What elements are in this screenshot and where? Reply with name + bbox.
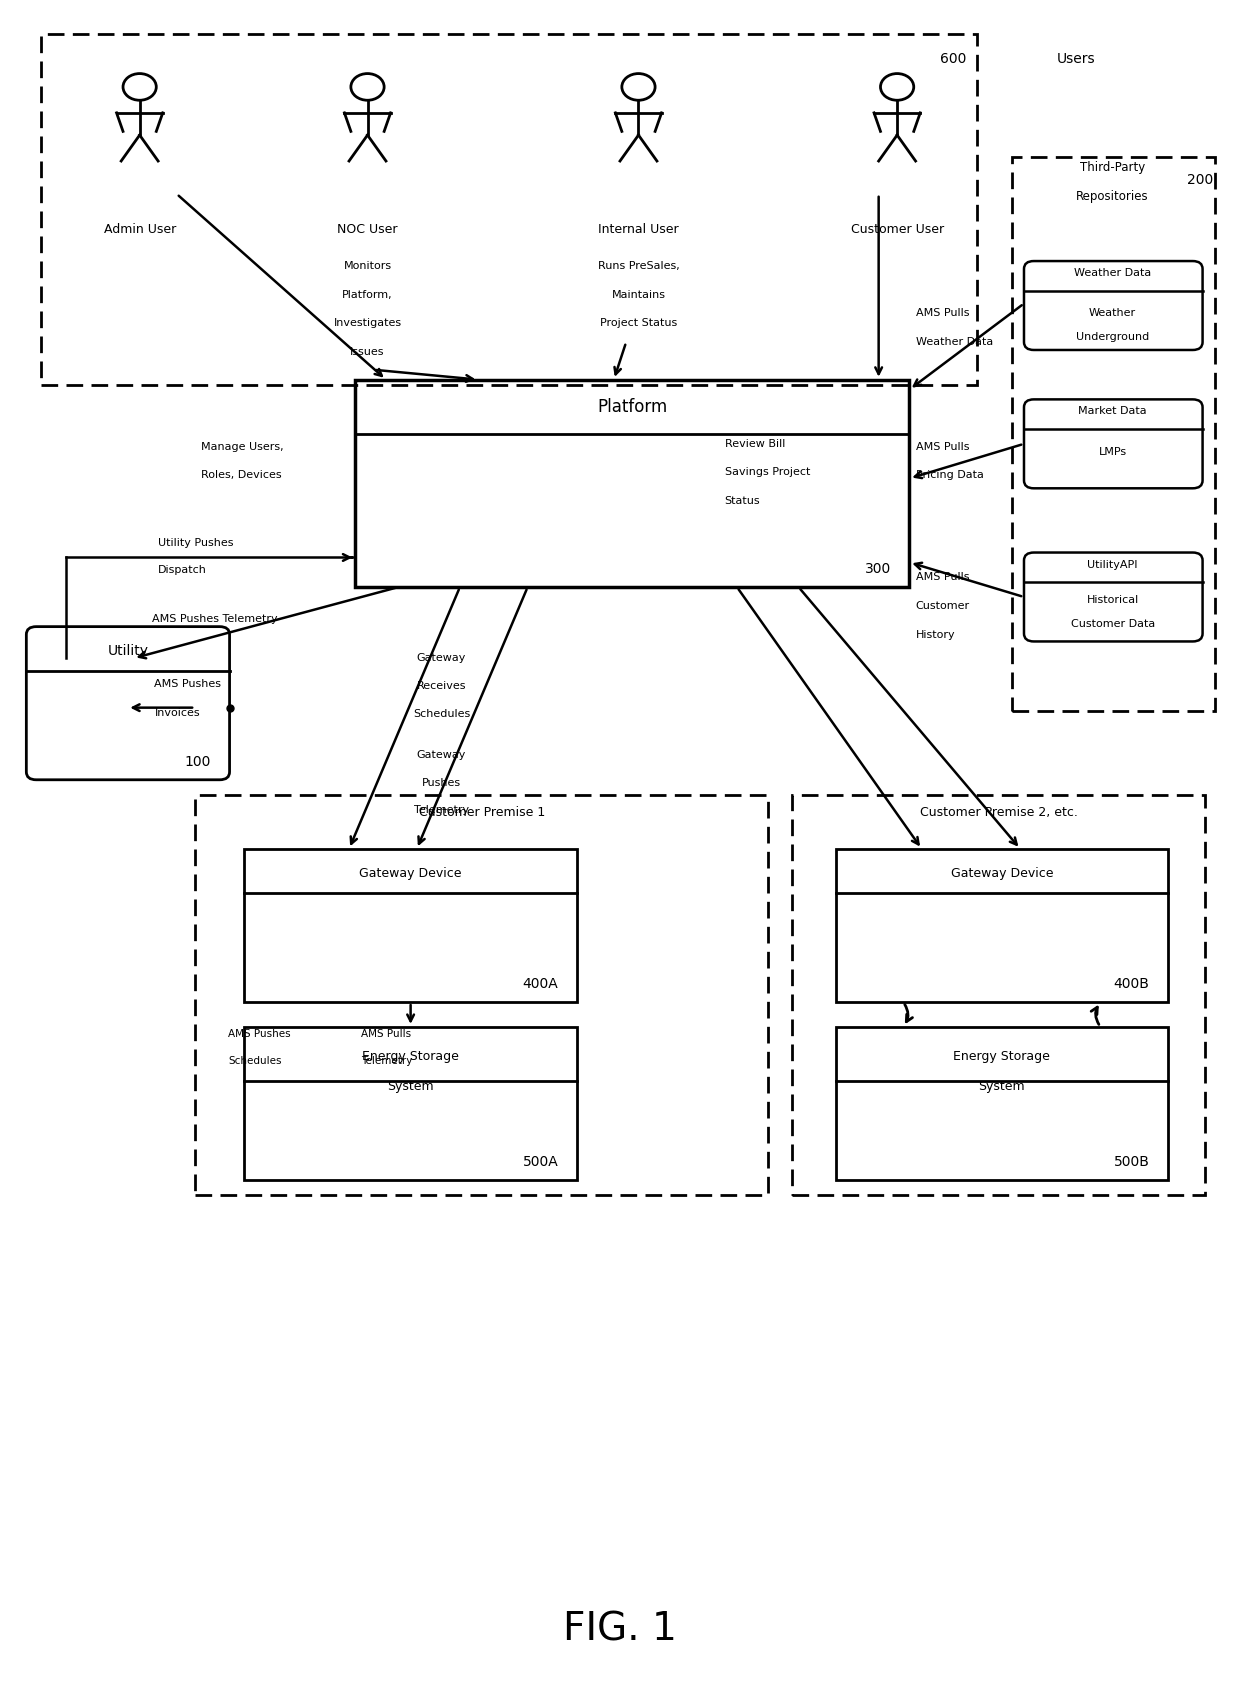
Text: Issues: Issues: [350, 348, 384, 356]
Text: History: History: [915, 630, 955, 640]
Bar: [41, 34, 977, 385]
Text: Gateway Device: Gateway Device: [360, 868, 461, 879]
Text: Utility Pushes: Utility Pushes: [159, 538, 233, 547]
Text: Energy Storage: Energy Storage: [954, 1050, 1050, 1063]
Text: 200: 200: [1188, 174, 1214, 187]
Text: Savings Project: Savings Project: [724, 468, 810, 478]
Text: 400B: 400B: [1114, 977, 1149, 991]
Text: AMS Pushes: AMS Pushes: [228, 1028, 291, 1038]
Text: Platform: Platform: [598, 398, 667, 417]
FancyArrowPatch shape: [905, 1004, 913, 1021]
Text: 400A: 400A: [523, 977, 558, 991]
Text: Weather Data: Weather Data: [1074, 268, 1151, 279]
Text: Repositories: Repositories: [1076, 191, 1149, 203]
Text: Manage Users,: Manage Users,: [201, 442, 284, 452]
Text: Customer Data: Customer Data: [1070, 619, 1154, 628]
Text: Customer: Customer: [915, 601, 970, 611]
Text: 500B: 500B: [1114, 1155, 1149, 1170]
Text: Review Bill: Review Bill: [724, 439, 785, 449]
Text: Telemetry: Telemetry: [414, 805, 469, 815]
Text: Gateway: Gateway: [417, 749, 466, 760]
Text: AMS Pulls: AMS Pulls: [361, 1028, 412, 1038]
Text: Maintains: Maintains: [611, 290, 666, 300]
Text: Investigates: Investigates: [334, 319, 402, 327]
Text: Invoices: Invoices: [155, 707, 200, 717]
Bar: [244, 849, 577, 1003]
Bar: [836, 1026, 1168, 1180]
Bar: [244, 1026, 577, 1180]
Text: Weather Data: Weather Data: [915, 338, 993, 348]
Text: Weather: Weather: [1089, 309, 1136, 319]
Text: Monitors: Monitors: [343, 262, 392, 272]
Text: AMS Pulls: AMS Pulls: [915, 442, 970, 452]
Text: AMS Pushes Telemetry: AMS Pushes Telemetry: [153, 614, 278, 625]
Text: Admin User: Admin User: [103, 223, 176, 236]
Text: Roles, Devices: Roles, Devices: [201, 471, 281, 481]
Text: Utility: Utility: [108, 645, 149, 658]
Text: Users: Users: [1058, 52, 1096, 66]
Text: FIG. 1: FIG. 1: [563, 1610, 677, 1649]
Text: Pricing Data: Pricing Data: [915, 471, 983, 481]
Text: Historical: Historical: [1086, 594, 1138, 604]
Text: Platform,: Platform,: [342, 290, 393, 300]
Text: Status: Status: [724, 496, 760, 506]
Text: Receives: Receives: [417, 680, 466, 690]
Text: Customer Premise 2, etc.: Customer Premise 2, etc.: [920, 805, 1079, 819]
Text: Underground: Underground: [1076, 333, 1149, 343]
Text: AMS Pushes: AMS Pushes: [155, 679, 222, 689]
Text: AMS Pulls: AMS Pulls: [915, 309, 970, 319]
Text: Customer User: Customer User: [851, 223, 944, 236]
Text: Runs PreSales,: Runs PreSales,: [598, 262, 680, 272]
Text: Customer Premise 1: Customer Premise 1: [419, 805, 546, 819]
Text: LMPs: LMPs: [1099, 447, 1127, 457]
Text: Gateway: Gateway: [417, 653, 466, 663]
Text: Market Data: Market Data: [1079, 407, 1147, 417]
Text: Energy Storage: Energy Storage: [362, 1050, 459, 1063]
Text: System: System: [387, 1080, 434, 1092]
Bar: [195, 795, 768, 1195]
Text: Telemetry: Telemetry: [361, 1057, 413, 1067]
Text: 600: 600: [940, 52, 967, 66]
FancyArrowPatch shape: [1091, 1008, 1099, 1025]
Bar: [836, 849, 1168, 1003]
Text: AMS Pulls: AMS Pulls: [915, 572, 970, 582]
Text: Third-Party: Third-Party: [1080, 160, 1146, 174]
Bar: [355, 380, 909, 587]
Text: 300: 300: [864, 562, 892, 576]
Text: Schedules: Schedules: [228, 1057, 281, 1067]
Text: Gateway Device: Gateway Device: [951, 868, 1053, 879]
Bar: [1012, 157, 1215, 711]
Text: Project Status: Project Status: [600, 319, 677, 327]
Text: 500A: 500A: [523, 1155, 558, 1170]
Text: Pushes: Pushes: [422, 778, 461, 788]
Text: 100: 100: [185, 755, 211, 770]
Text: System: System: [978, 1080, 1025, 1092]
Text: Schedules: Schedules: [413, 709, 470, 719]
Text: UtilityAPI: UtilityAPI: [1087, 560, 1138, 571]
Text: NOC User: NOC User: [337, 223, 398, 236]
Text: Dispatch: Dispatch: [159, 565, 207, 576]
Text: Internal User: Internal User: [598, 223, 678, 236]
Bar: [792, 795, 1205, 1195]
